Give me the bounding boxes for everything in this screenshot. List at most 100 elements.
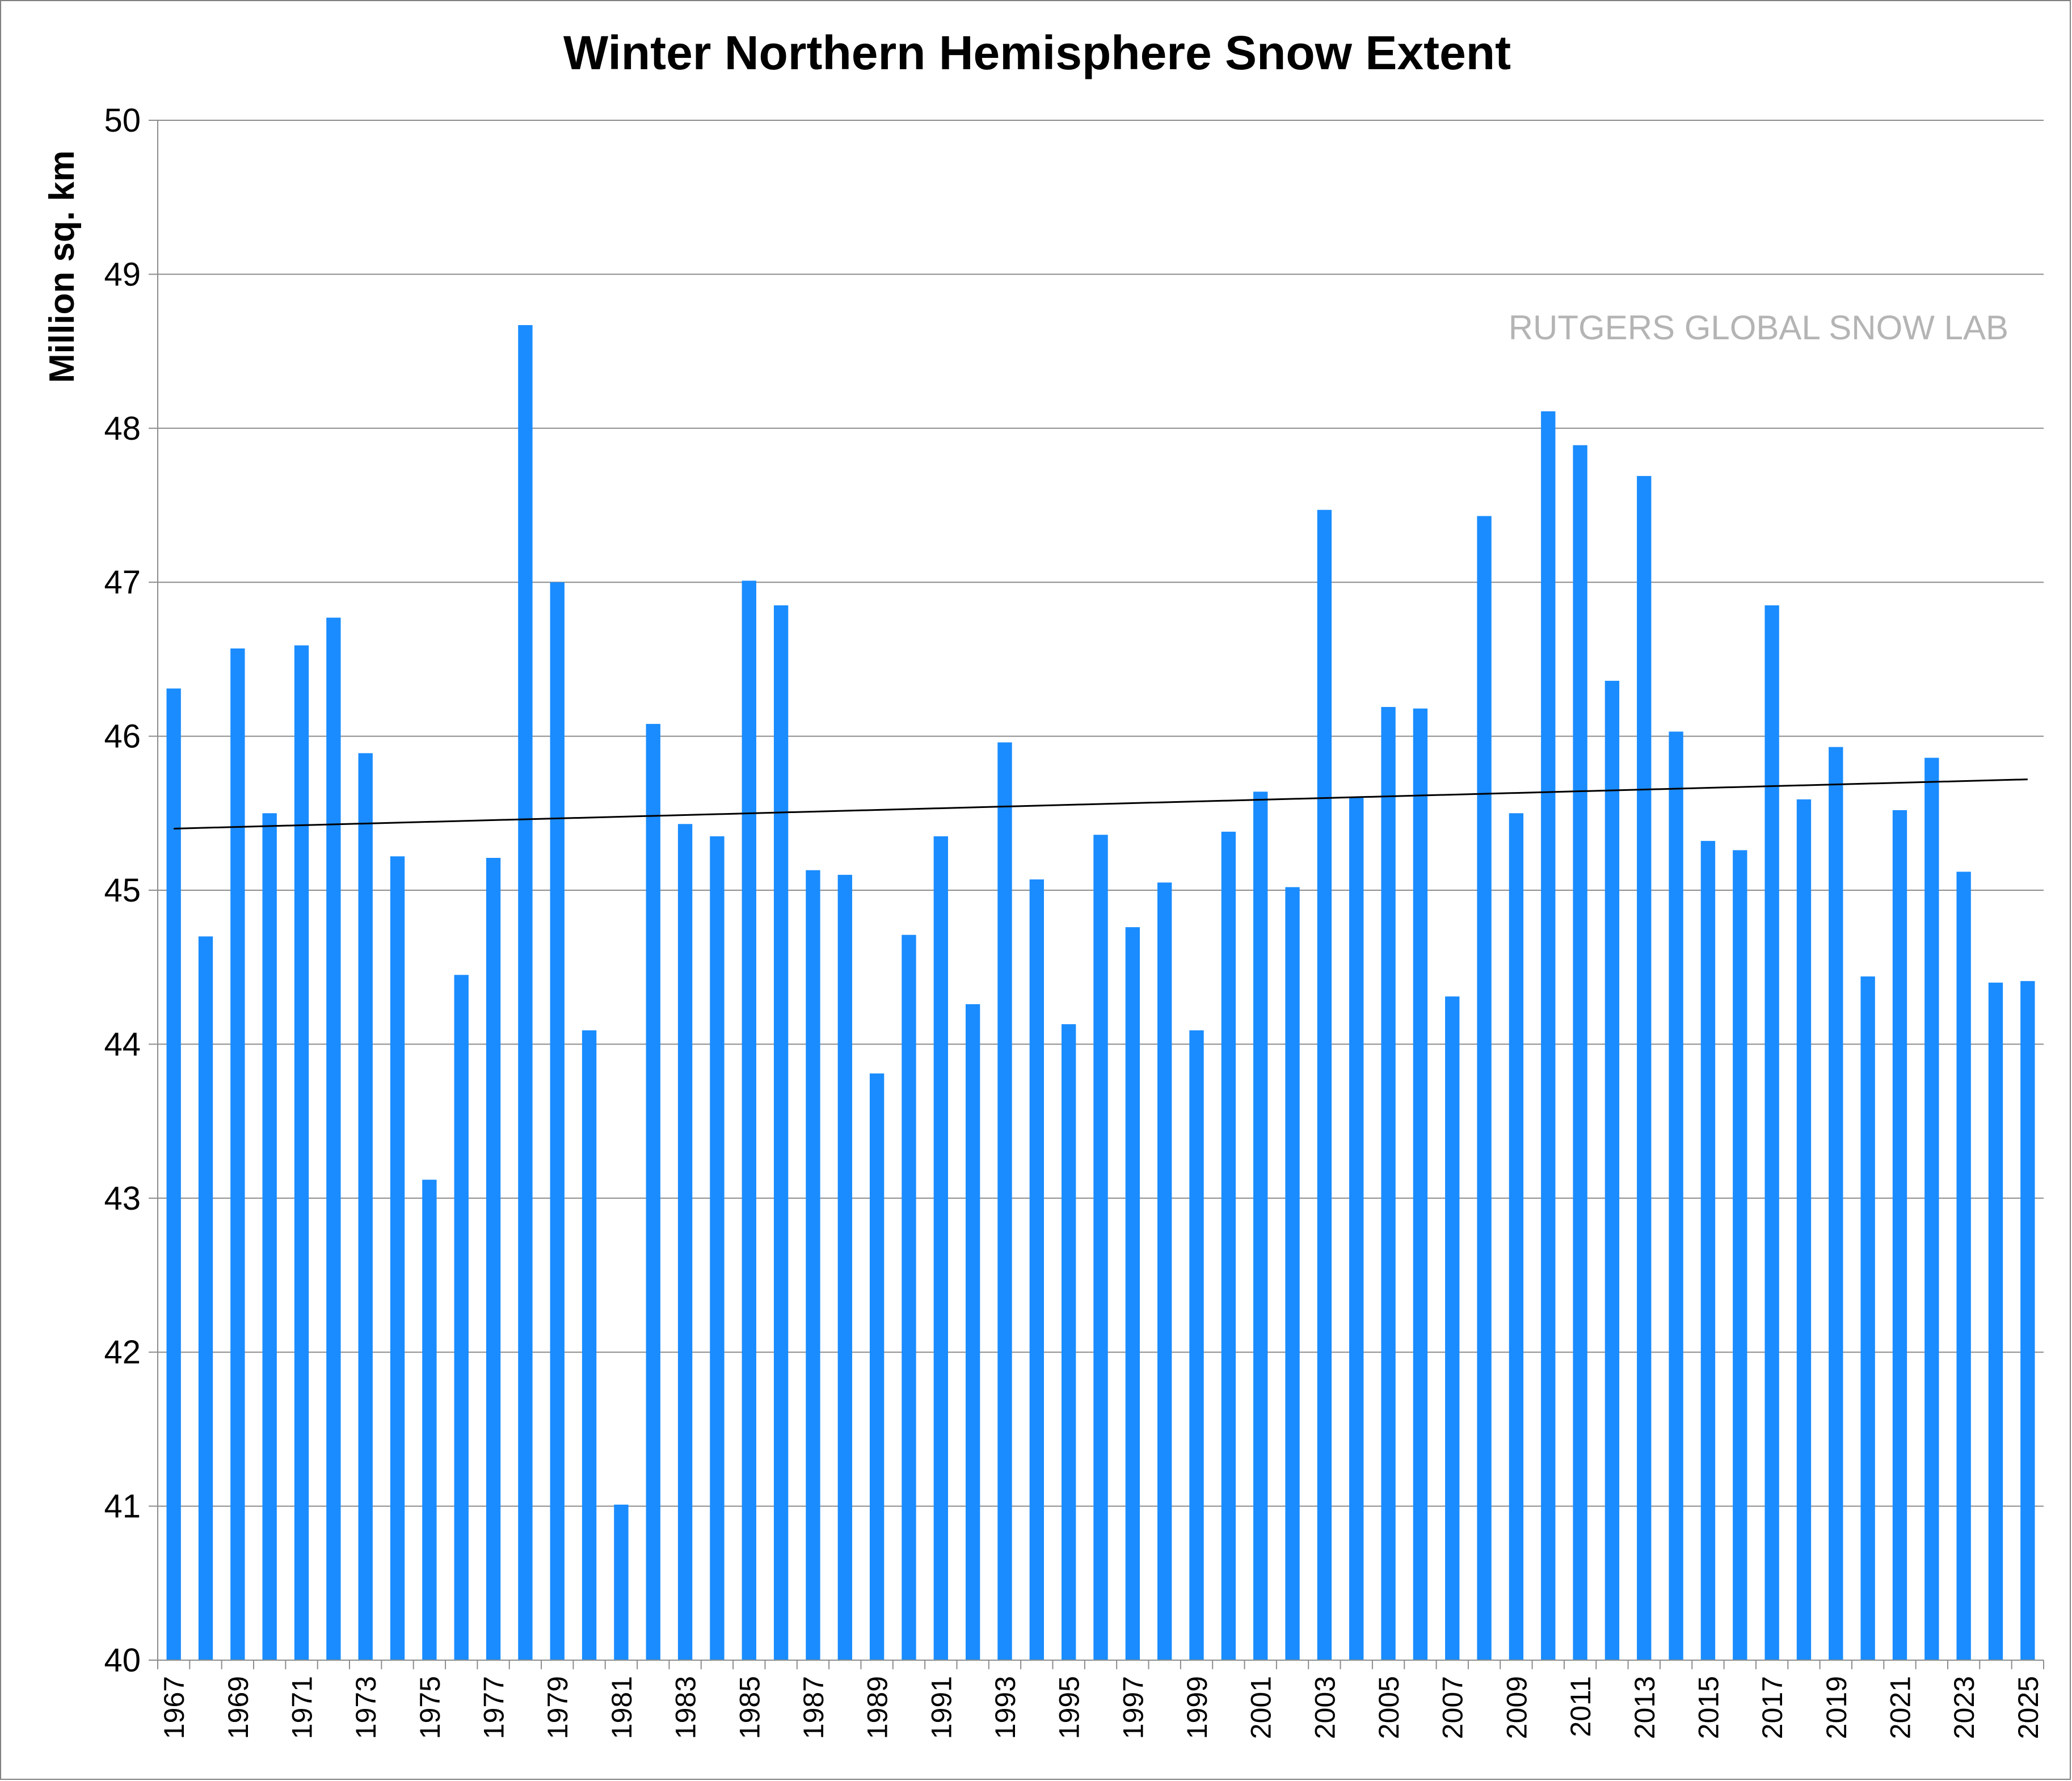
bar	[390, 856, 405, 1660]
bar	[1733, 850, 1747, 1660]
y-tick-label: 45	[104, 872, 141, 909]
x-tick-label: 2007	[1437, 1676, 1469, 1739]
bar	[1956, 871, 1971, 1660]
x-tick-label: 1979	[542, 1676, 574, 1739]
x-tick-label: 1995	[1054, 1676, 1085, 1739]
bar	[1829, 747, 1843, 1660]
bar	[837, 874, 852, 1660]
watermark: RUTGERS GLOBAL SNOW LAB	[1509, 309, 2008, 347]
y-tick-label: 50	[104, 102, 141, 139]
bar	[1700, 841, 1716, 1660]
x-tick-label: 2013	[1629, 1676, 1661, 1739]
x-tick-label: 1981	[606, 1676, 638, 1739]
bar	[1093, 835, 1108, 1660]
bar	[1796, 799, 1812, 1660]
bar	[582, 1030, 597, 1660]
bar	[358, 753, 373, 1660]
y-tick-label: 43	[104, 1180, 141, 1217]
bar	[806, 870, 820, 1660]
x-tick-label: 2025	[2012, 1676, 2044, 1739]
bar	[1860, 976, 1875, 1660]
bar	[1189, 1030, 1204, 1660]
bars	[166, 325, 2035, 1661]
bar	[454, 975, 469, 1660]
x-tick-label: 2001	[1245, 1676, 1277, 1739]
trendline-group	[174, 778, 2028, 830]
bar	[294, 645, 309, 1660]
bar	[166, 688, 181, 1660]
bar	[1892, 810, 1907, 1660]
y-tick-label: 41	[104, 1488, 141, 1525]
bar	[198, 936, 213, 1660]
bar	[326, 617, 341, 1660]
bar	[1445, 996, 1460, 1660]
bar	[1637, 475, 1652, 1660]
bar	[1317, 510, 1332, 1660]
bar	[773, 605, 789, 1660]
trendline	[174, 778, 2028, 830]
x-tick-label: 2005	[1373, 1676, 1405, 1739]
bar	[1125, 927, 1140, 1660]
x-tick-label: 1983	[670, 1676, 702, 1739]
bar	[997, 742, 1012, 1660]
y-tick-label: 44	[104, 1026, 141, 1063]
bar	[646, 723, 660, 1660]
bar	[1285, 887, 1300, 1660]
bar	[262, 813, 277, 1660]
bar	[1061, 1024, 1076, 1660]
chart-title: Winter Northern Hemisphere Snow Extent	[563, 26, 1511, 79]
x-tick-label: 2019	[1821, 1676, 1852, 1739]
bar	[1988, 982, 2003, 1660]
bar	[1541, 411, 1556, 1660]
x-tick-label: 2017	[1757, 1676, 1788, 1739]
x-tick-label: 1973	[350, 1676, 382, 1739]
bar	[1157, 882, 1172, 1660]
y-tick-label: 40	[104, 1642, 141, 1679]
bar	[614, 1504, 629, 1660]
x-tick-label: 2009	[1501, 1676, 1532, 1739]
bar	[1604, 680, 1620, 1660]
bar	[1221, 831, 1236, 1660]
x-tick-label: 1977	[478, 1676, 510, 1739]
y-tick-label: 46	[104, 718, 141, 755]
y-tick-label: 49	[104, 256, 141, 293]
x-tick-label: 2015	[1692, 1676, 1724, 1739]
x-tick-label: 1967	[158, 1676, 190, 1739]
x-tick-label: 2011	[1565, 1676, 1597, 1737]
bar	[518, 325, 533, 1661]
bar	[1413, 708, 1428, 1660]
bar	[742, 580, 756, 1660]
x-tick-label: 1997	[1117, 1676, 1149, 1739]
bar	[1764, 605, 1779, 1660]
bar	[230, 648, 245, 1660]
bar	[933, 836, 948, 1660]
bar	[1029, 879, 1044, 1660]
bar	[486, 858, 501, 1660]
bar	[1924, 757, 1939, 1660]
x-tick-label: 1985	[734, 1676, 765, 1739]
bar	[902, 934, 916, 1660]
x-tick-label: 1999	[1181, 1676, 1213, 1739]
x-tick-label: 2003	[1309, 1676, 1341, 1739]
bar	[422, 1180, 437, 1660]
bar	[677, 824, 693, 1660]
y-axis-ticks: 40 41 42 43 44 45 46 47 48 49 50	[104, 102, 158, 1679]
x-tick-label: 1971	[287, 1676, 318, 1739]
x-tick-label: 1991	[925, 1676, 957, 1739]
x-tick-label: 1989	[862, 1676, 894, 1739]
y-tick-label: 47	[104, 564, 141, 601]
bar	[1381, 707, 1396, 1660]
bar	[1509, 813, 1524, 1660]
x-tick-label: 1993	[989, 1676, 1021, 1739]
bar	[550, 582, 565, 1660]
bar	[1349, 798, 1364, 1660]
x-tick-label: 2023	[1948, 1676, 1980, 1739]
x-tick-label: 1975	[414, 1676, 446, 1739]
bar	[869, 1073, 885, 1660]
bar	[2020, 981, 2035, 1660]
bar	[710, 836, 725, 1660]
bar	[1573, 445, 1587, 1660]
bar	[1253, 791, 1268, 1660]
x-tick-label: 1987	[798, 1676, 829, 1739]
